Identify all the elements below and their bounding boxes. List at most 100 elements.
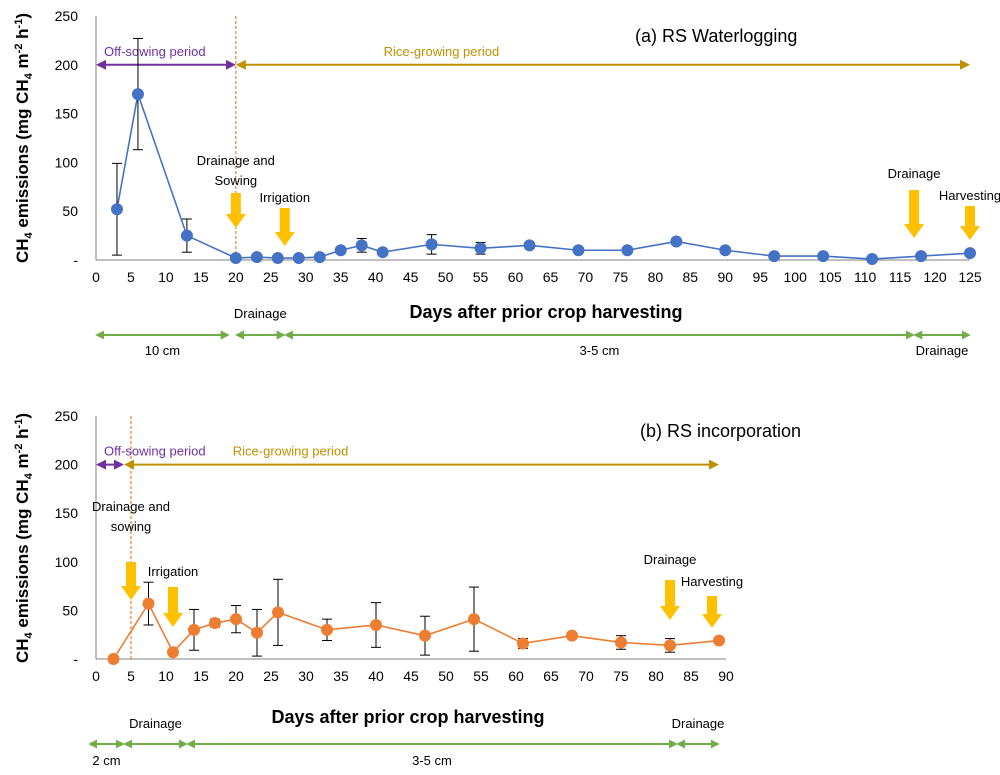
x-tick-label: 5 <box>127 269 135 285</box>
x-tick-label: 60 <box>508 269 524 285</box>
event-label: Sowing <box>215 173 258 188</box>
y-tick-label: 150 <box>55 106 79 122</box>
y-tick-label: 50 <box>62 203 78 219</box>
event-arrow <box>702 596 722 628</box>
x-tick-label: 70 <box>578 269 594 285</box>
y-tick-labels: - 50 100 150 200 250 <box>55 408 79 667</box>
event-label: Irrigation <box>148 564 199 579</box>
y-tick-label: 50 <box>62 602 78 618</box>
data-point <box>474 242 487 255</box>
x-tick-labels: 0 5 10 15 20 25 30 35 40 45 50 55 60 65 70 75 80 85 90 <box>92 668 734 684</box>
error-bars <box>111 37 975 261</box>
data-point <box>313 251 326 264</box>
data-point <box>376 246 389 259</box>
event-label: Drainage <box>644 552 697 567</box>
x-tick-label: 60 <box>508 668 524 684</box>
y-axis-label: CH4 emissions (mg CH4 m-2 h-1) <box>13 13 35 263</box>
data-point <box>419 629 431 642</box>
data-point <box>517 637 529 650</box>
event-label: Harvesting <box>939 188 1000 203</box>
water-level-arrows: 2 cm Drainage 3-5 cm Drainage <box>88 716 725 768</box>
x-tick-label: 115 <box>889 269 912 285</box>
x-tick-label: 110 <box>854 269 877 285</box>
x-tick-label: 25 <box>263 668 279 684</box>
data-point <box>229 252 242 265</box>
x-tick-label: 45 <box>403 668 419 684</box>
x-tick-label: 20 <box>228 668 244 684</box>
y-tick-label: 100 <box>55 554 79 570</box>
x-tick-label: 0 <box>92 668 100 684</box>
data-point <box>167 646 179 659</box>
data-point <box>572 244 585 257</box>
x-tick-label: 35 <box>333 269 349 285</box>
x-tick-label: 55 <box>473 668 489 684</box>
event-arrow <box>274 208 295 246</box>
data-point <box>621 244 634 257</box>
y-tick-label: 250 <box>55 8 79 24</box>
data-point <box>292 252 305 265</box>
water-level-label: Drainage <box>129 716 182 731</box>
data-point <box>272 606 284 619</box>
data-point <box>523 239 536 252</box>
water-level-label: 3-5 cm <box>412 753 452 768</box>
chart-title: (b) RS incorporation <box>640 421 801 441</box>
period-arrows: Off-sowing period Rice-growing period <box>96 16 970 260</box>
x-tick-label: 40 <box>368 668 384 684</box>
data-point <box>188 623 200 636</box>
event-label: Irrigation <box>259 190 310 205</box>
y-tick-label: - <box>73 651 78 667</box>
panel-b: - 50 100 150 200 250 0 5 10 15 20 25 30 35 40 45 50 55 60… <box>13 408 801 768</box>
x-tick-label: 35 <box>333 668 349 684</box>
x-tick-label: 65 <box>543 668 559 684</box>
x-axis-label: Days after prior crop harvesting <box>409 302 682 322</box>
data-point <box>142 597 155 610</box>
x-tick-label: 80 <box>648 668 664 684</box>
data-point <box>271 252 284 265</box>
x-tick-label: 75 <box>613 269 629 285</box>
series-line <box>112 601 720 660</box>
x-tick-label: 90 <box>717 269 733 285</box>
data-points <box>110 88 976 266</box>
data-point <box>964 247 976 260</box>
x-tick-labels: 0 5 10 15 20 25 30 35 40 45 50 55 60 65 70 75 80 85 90 95 10… <box>92 269 982 285</box>
event-annotations: Drainage and sowing Irrigation Drainage Harv… <box>92 499 743 628</box>
y-tick-label: 200 <box>55 57 79 73</box>
x-tick-label: 10 <box>158 668 174 684</box>
x-tick-label: 5 <box>127 668 135 684</box>
x-tick-label: 25 <box>263 269 279 285</box>
x-tick-label: 0 <box>92 269 100 285</box>
y-tick-label: 100 <box>55 154 79 170</box>
series-polyline <box>112 601 720 660</box>
x-tick-label: 85 <box>683 269 699 285</box>
x-tick-label: 80 <box>648 269 664 285</box>
event-label: Harvesting <box>681 574 743 589</box>
x-tick-label: 40 <box>368 269 384 285</box>
y-tick-label: 150 <box>55 505 79 521</box>
event-label: Drainage and <box>197 153 275 168</box>
x-tick-label: 50 <box>438 269 454 285</box>
x-tick-label: 15 <box>193 269 209 285</box>
x-tick-label: 120 <box>923 269 947 285</box>
water-level-label: Drainage <box>672 716 725 731</box>
y-axis-label: CH4 emissions (mg CH4 m-2 h-1) <box>13 413 35 663</box>
event-arrow <box>225 193 246 228</box>
data-point <box>355 239 368 252</box>
data-point <box>817 250 830 263</box>
period-arrows: Off-sowing period Rice-growing period <box>96 416 719 659</box>
panel-a: - 50 100 150 200 250 0 5 10 15 20 25 30 35 40 45 50 55 60… <box>13 8 1000 358</box>
y-tick-label: 250 <box>55 408 79 424</box>
data-point <box>866 253 879 266</box>
data-point <box>230 613 242 626</box>
event-arrow <box>163 587 183 627</box>
event-arrow <box>904 190 925 238</box>
period-label: Rice-growing period <box>384 44 500 59</box>
event-arrow <box>660 580 680 620</box>
data-points <box>107 597 725 665</box>
data-point <box>334 244 347 257</box>
data-point <box>107 653 120 665</box>
data-point <box>321 623 333 636</box>
x-tick-label: 55 <box>473 269 489 285</box>
y-tick-label: 200 <box>55 457 79 473</box>
